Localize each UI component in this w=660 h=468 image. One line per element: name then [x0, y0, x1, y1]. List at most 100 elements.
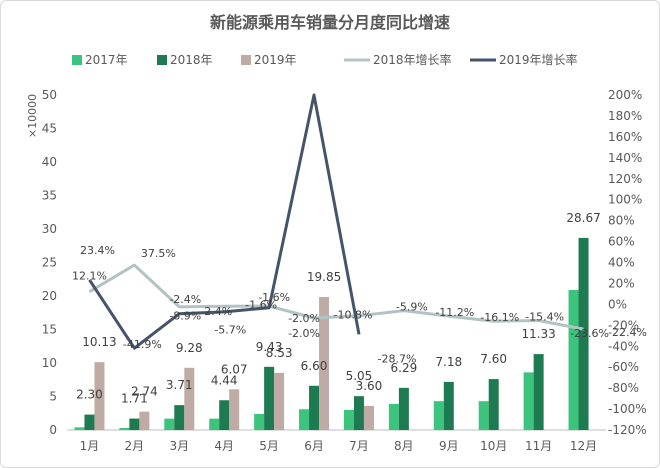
bar-value-label: 6.29: [391, 361, 418, 375]
line-value-label: -28.7%: [377, 352, 416, 365]
bar: [84, 414, 95, 430]
x-tick-label: 3月: [169, 439, 189, 453]
lines: [88, 93, 584, 350]
y2-tick-label: 140%: [608, 151, 642, 165]
y-tick-label: 15: [42, 323, 57, 337]
x-tick-label: 1月: [80, 439, 100, 453]
y-axis-unit-label: ×10000: [26, 94, 39, 138]
line-value-label: -41.9%: [123, 338, 162, 351]
bar: [139, 411, 150, 430]
series-line: [88, 93, 361, 350]
x-tick-label: 5月: [259, 439, 279, 453]
y-tick-label: 25: [42, 256, 57, 270]
bar: [174, 405, 185, 430]
bar: [164, 418, 175, 430]
x-tick-label: 8月: [394, 439, 414, 453]
bar: [319, 297, 330, 430]
line-value-label: -16.1%: [480, 311, 519, 324]
x-tick-label: 12月: [570, 439, 597, 453]
axes: 0 5 10 15 20 25 30 35 40 45 50 -120% -100% -80% -60% -4…: [42, 88, 647, 453]
bar-value-label: 10.13: [82, 335, 116, 349]
line-value-label: -8.9%: [169, 310, 201, 323]
bar-value-label: 2.30: [76, 388, 103, 402]
bar-value-label: 6.60: [301, 359, 328, 373]
bar: [129, 418, 140, 430]
x-tick-label: 11月: [525, 439, 552, 453]
bar: [299, 409, 310, 430]
line-value-label: -1.6%: [245, 299, 277, 312]
line-value-label: -5.9%: [396, 301, 428, 314]
bar-value-label: 9.43: [256, 340, 283, 354]
y2-tick-label: 180%: [608, 109, 642, 123]
bar: [119, 427, 130, 430]
bar-value-label: 4.44: [211, 373, 238, 387]
line-value-label: 12.1%: [72, 270, 107, 283]
bar-value-label: 8.53: [266, 346, 293, 360]
y-tick-label: 10: [42, 356, 57, 370]
x-tick-label: 6月: [304, 439, 324, 453]
bar: [309, 385, 320, 430]
y2-tick-label: 120%: [608, 172, 642, 186]
bar: [184, 367, 195, 430]
legend-label: 2018年: [170, 53, 213, 67]
legend-swatch: [72, 55, 82, 65]
bar-value-label: 1.71: [121, 392, 148, 406]
line-value-label: 37.5%: [141, 247, 176, 260]
line-value-label: -2.0%: [288, 327, 320, 340]
bar: [274, 372, 285, 430]
bar: [363, 405, 374, 430]
line-value-label: -5.7%: [214, 323, 246, 336]
y-tick-label: 35: [42, 189, 57, 203]
x-tick-label: 7月: [349, 439, 369, 453]
y2-tick-label: -40%: [608, 339, 639, 353]
x-tick-label: 2月: [125, 439, 145, 453]
bar-value-label: 11.33: [521, 327, 555, 341]
bar-value-label: 9.28: [176, 341, 203, 355]
y-tick-label: 40: [42, 155, 57, 169]
y-tick-label: 20: [42, 289, 57, 303]
y2-tick-label: 40%: [608, 256, 635, 270]
bar: [533, 354, 544, 430]
line-value-label: -22.4%: [608, 326, 647, 339]
bar: [443, 381, 454, 430]
data-labels: 2.30 1.71 3.71 4.44 9.43 6.60 5.05 6.29 7.18 7.60…: [72, 211, 647, 406]
legend-label: 2018年增长率: [373, 52, 452, 67]
bar: [264, 366, 275, 430]
line-value-label: -2.0%: [288, 312, 320, 325]
bar: [433, 401, 444, 430]
legend: 2017年 2018年 2019年 2018年增长率 2019年增长率: [72, 52, 578, 67]
bars: [74, 237, 589, 430]
y2-tick-label: 0%: [608, 297, 627, 311]
bar: [254, 413, 265, 430]
bar: [209, 418, 220, 430]
bar-value-label: 2.74: [131, 385, 158, 399]
x-tick-label: 9月: [439, 439, 459, 453]
y2-tick-label: 20%: [608, 276, 635, 290]
legend-label: 2019年: [254, 53, 297, 67]
y2-tick-label: 60%: [608, 235, 635, 249]
line-value-label: 23.4%: [80, 244, 115, 257]
y2-tick-label: 200%: [608, 88, 642, 102]
bar-value-label: 7.18: [435, 355, 462, 369]
bar: [353, 396, 364, 430]
legend-swatch: [241, 55, 251, 65]
y-tick-label: 50: [42, 88, 57, 102]
bar: [568, 289, 579, 430]
y-tick-label: 45: [42, 122, 57, 136]
x-tick-label: 10月: [480, 439, 507, 453]
y-tick-label: 30: [42, 222, 57, 236]
y2-tick-label: -120%: [608, 423, 647, 437]
y2-tick-label: -100%: [608, 402, 647, 416]
y2-tick-label: -60%: [608, 360, 639, 374]
bar: [478, 401, 489, 430]
line-value-label: -11.2%: [435, 306, 474, 319]
legend-label: 2017年: [85, 53, 128, 67]
x-tick-label: 4月: [214, 439, 234, 453]
line-value-label: -1.6%: [258, 291, 290, 304]
bar: [388, 403, 399, 430]
bar: [343, 409, 354, 430]
line-value-label: -23.6%: [570, 327, 609, 340]
bar: [94, 362, 105, 430]
